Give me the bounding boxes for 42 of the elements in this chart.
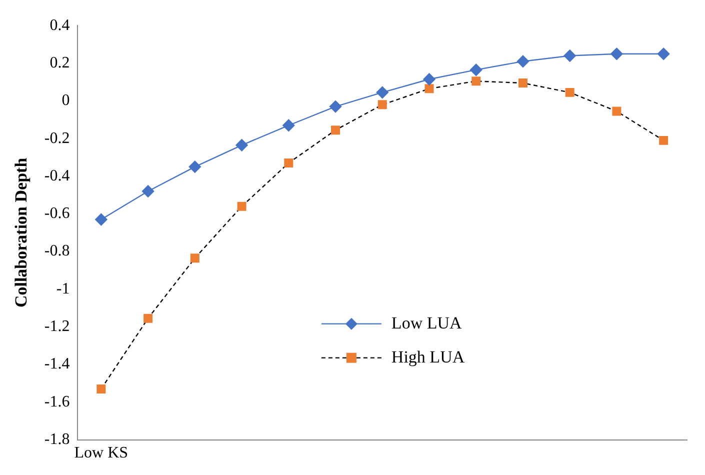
point	[142, 185, 154, 198]
point	[378, 100, 387, 110]
point	[565, 88, 574, 97]
point	[470, 64, 482, 76]
point	[144, 314, 153, 323]
point	[95, 213, 108, 226]
x-tick-label: Low KS	[74, 444, 128, 462]
point	[284, 158, 294, 168]
y-tick-label: -1	[56, 280, 70, 298]
y-tick-label: -0.2	[44, 130, 70, 147]
point	[331, 126, 340, 135]
y-tick-label: -1.2	[44, 318, 70, 336]
point	[659, 136, 668, 145]
point	[518, 78, 528, 88]
y-tick-label: -1.4	[44, 356, 70, 373]
point	[376, 86, 388, 99]
legend-label: High LUA	[391, 347, 466, 366]
point	[237, 202, 246, 211]
point	[516, 55, 530, 68]
point	[423, 73, 436, 86]
y-tick-label: 0	[62, 92, 70, 110]
y-tick-label: -0.4	[44, 167, 70, 184]
point	[612, 106, 622, 116]
y-tick-label: -0.6	[44, 205, 70, 222]
point	[610, 48, 623, 60]
y-tick-label: -0.8	[44, 242, 70, 260]
legend-label: Low LUA	[391, 313, 463, 332]
y-tick-label: -1.8	[44, 431, 70, 448]
point	[190, 254, 200, 263]
point	[657, 48, 670, 60]
point	[564, 50, 576, 62]
y-tick-label: 0.4	[50, 16, 70, 34]
point	[472, 76, 481, 86]
point	[188, 160, 201, 173]
point	[236, 139, 248, 152]
point	[424, 84, 434, 94]
y-tick-label: 0.2	[50, 54, 70, 72]
y-axis-title: Collaboration Depth	[12, 157, 31, 308]
point	[282, 119, 295, 132]
y-tick-label: -1.6	[44, 393, 70, 410]
point	[329, 100, 342, 113]
point	[96, 384, 106, 394]
